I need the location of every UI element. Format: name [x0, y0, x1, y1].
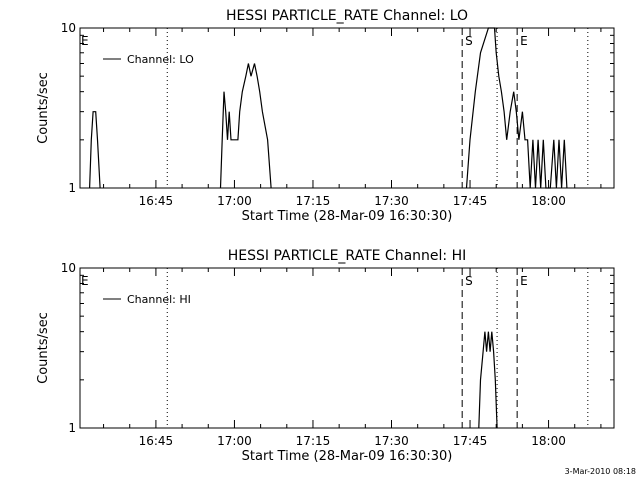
panel1-x-tick-label: 17:15 — [296, 194, 331, 208]
panel2-x-tick-label: 16:45 — [139, 434, 174, 448]
panel2-plot-frame — [79, 267, 615, 429]
panel1-series-line — [219, 63, 272, 189]
panel1-series-line — [89, 111, 101, 189]
panel1-x-axis-label: Start Time (28-Mar-09 16:30:30) — [242, 209, 453, 224]
panel1-x-tick-label: 17:30 — [374, 194, 409, 208]
panel2-x-tick-label: 18:00 — [531, 434, 566, 448]
panel2-x-tick-label: 17:30 — [374, 434, 409, 448]
panel2-y-tick-label: 10 — [61, 261, 76, 275]
panel2-marker-label: E — [81, 274, 89, 288]
panel1-marker-label: S — [465, 34, 473, 48]
panel1-marker-label: E — [520, 34, 528, 48]
panel1-y-tick-label: 1 — [68, 181, 76, 195]
panel2-x-tick-label: 17:15 — [296, 434, 331, 448]
panel1-x-tick-label: 16:45 — [139, 194, 174, 208]
panel2-x-tick-label: 17:00 — [217, 434, 252, 448]
panel2-series-line — [478, 331, 498, 429]
panel1-y-axis-label: Counts/sec — [36, 72, 51, 144]
panel1-legend-label: Channel: LO — [127, 53, 194, 66]
panel1-x-tick-label: 17:45 — [453, 194, 488, 208]
panel1-x-tick-label: 18:00 — [531, 194, 566, 208]
panel1-marker-label: E — [81, 34, 89, 48]
panel1-title: HESSI PARTICLE_RATE Channel: LO — [226, 8, 468, 24]
panel2-y-tick-label: 1 — [68, 421, 76, 435]
panel2-y-axis-label: Counts/sec — [36, 312, 51, 384]
panel2-marker-label: E — [520, 274, 528, 288]
panel2-title: HESSI PARTICLE_RATE Channel: HI — [228, 248, 466, 264]
panel2-legend-label: Channel: HI — [127, 293, 191, 306]
panel2-x-axis-label: Start Time (28-Mar-09 16:30:30) — [242, 449, 453, 464]
panel1-plot-frame — [79, 27, 615, 189]
panel1-y-tick-label: 10 — [61, 21, 76, 35]
panel2-x-tick-label: 17:45 — [453, 434, 488, 448]
panel1-series-line — [465, 27, 568, 189]
panel1-x-tick-label: 17:00 — [217, 194, 252, 208]
panel2-marker-label: S — [465, 274, 473, 288]
generation-timestamp: 3-Mar-2010 08:18 — [565, 467, 636, 476]
